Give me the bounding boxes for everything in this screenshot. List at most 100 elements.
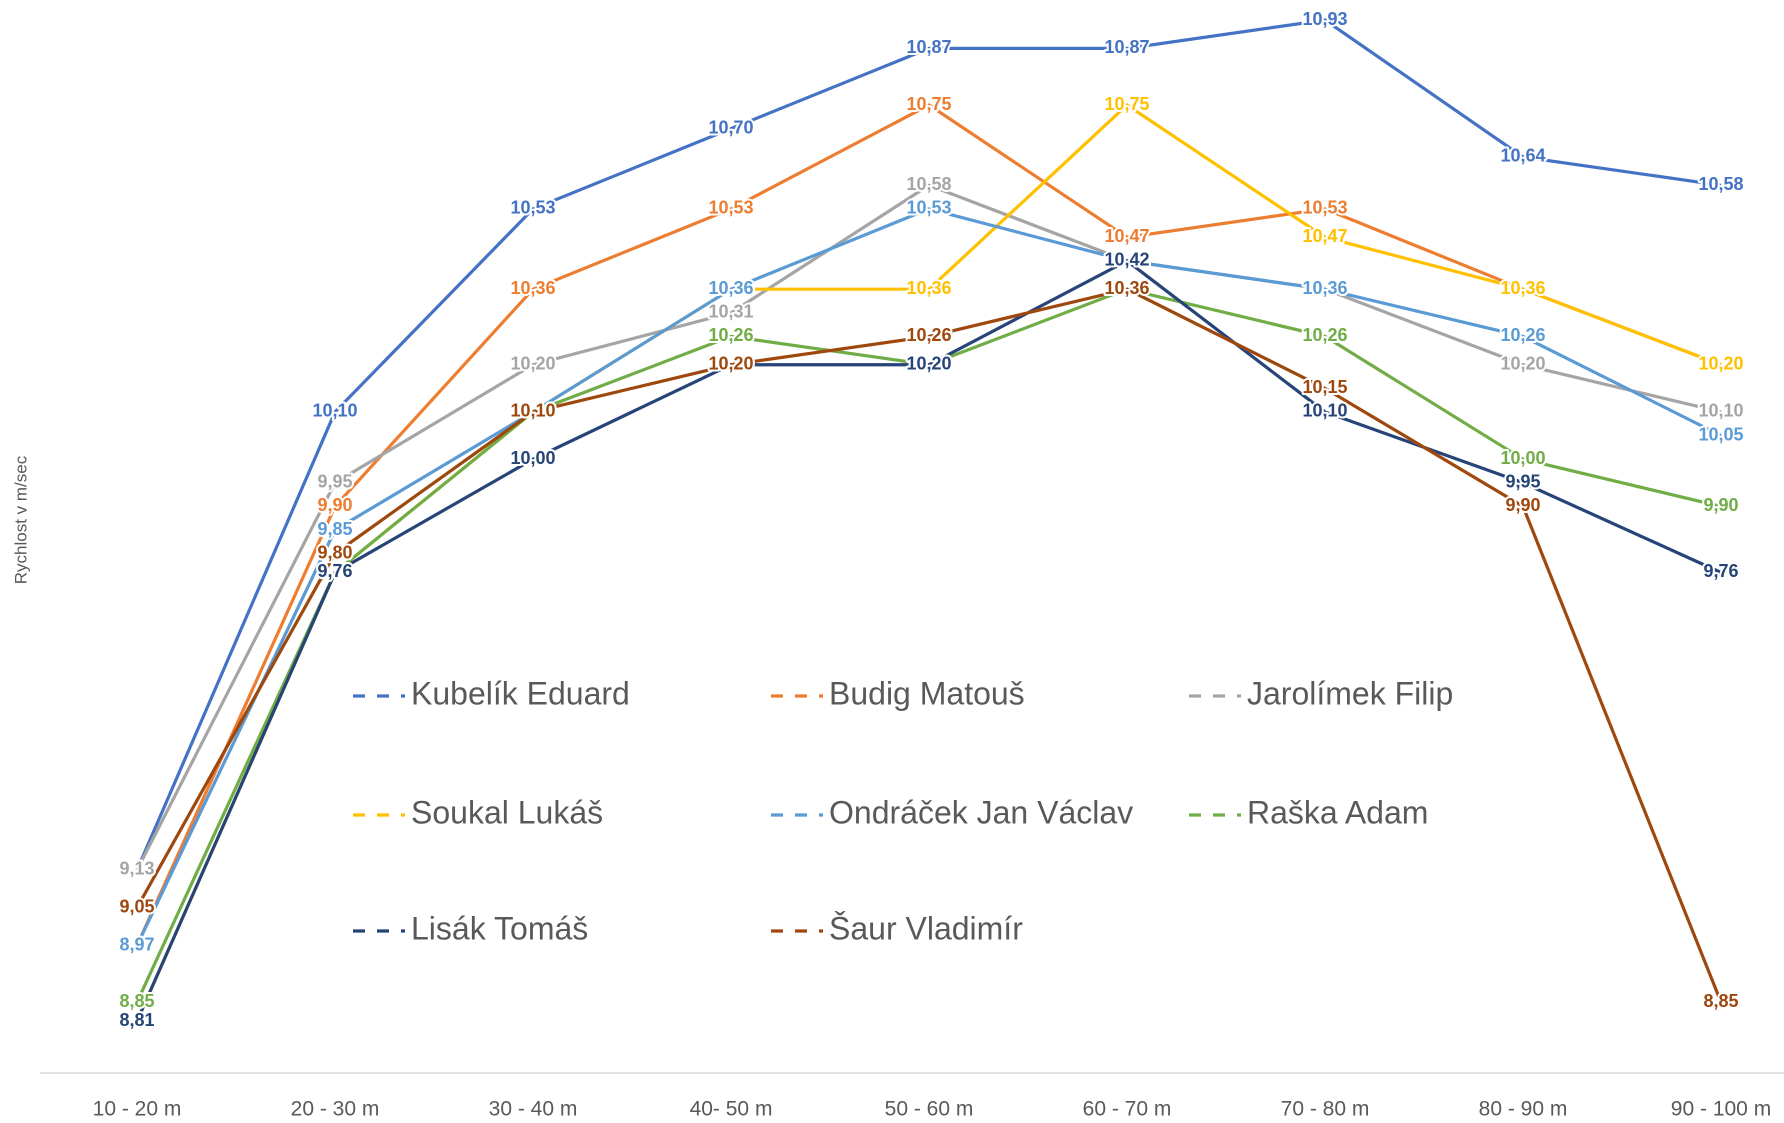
data-label: 10,53 <box>510 198 555 218</box>
data-label: 10,26 <box>1302 325 1347 345</box>
x-tick-label: 40- 50 m <box>690 1098 773 1121</box>
legend-label: Šaur Vladimír <box>829 910 1023 946</box>
data-label: 8,85 <box>1703 991 1738 1011</box>
data-label: 9,90 <box>1703 495 1738 515</box>
data-label: 9,76 <box>317 561 352 581</box>
y-axis-label: Rychlost v m/sec <box>11 455 30 584</box>
data-label: 10,36 <box>510 278 555 298</box>
series-line <box>135 207 1722 947</box>
series-line <box>135 103 1722 1022</box>
legend-label: Kubelík Eduard <box>411 675 630 711</box>
data-label: 10,47 <box>1302 226 1347 246</box>
data-label: 10,36 <box>1302 278 1347 298</box>
data-label: 10,00 <box>510 448 555 468</box>
x-tick-label: 70 - 80 m <box>1281 1098 1370 1121</box>
data-label: 10,26 <box>708 325 753 345</box>
data-label: 10,20 <box>906 353 951 373</box>
data-label: 10,42 <box>1104 250 1149 270</box>
data-label: 10,36 <box>1104 278 1149 298</box>
data-label: 10,53 <box>906 198 951 218</box>
data-label: 10,10 <box>510 401 555 421</box>
data-labels: 9,13 10,10 10,53 10,70 10,87 10,87 10,93 10,64 1… <box>117 7 1745 1032</box>
x-tick-label: 20 - 30 m <box>291 1098 380 1121</box>
data-label: 10,26 <box>906 325 951 345</box>
data-label: 10,36 <box>1500 278 1545 298</box>
data-label: 10,64 <box>1500 146 1545 166</box>
data-label: 10,20 <box>1698 353 1743 373</box>
data-label: 10,10 <box>1302 401 1347 421</box>
data-label: 10,58 <box>1698 174 1743 194</box>
data-label: 10,42 <box>1104 250 1149 270</box>
data-label: 9,90 <box>1505 495 1540 515</box>
legend-label: Soukal Lukáš <box>411 794 603 830</box>
data-label: 10,36 <box>1104 278 1149 298</box>
legend-label: Lisák Tomáš <box>411 910 588 946</box>
data-label: 10,20 <box>1698 353 1743 373</box>
data-label: 9,76 <box>1703 561 1738 581</box>
data-label: 10,47 <box>1104 226 1149 246</box>
legend-label: Raška Adam <box>1247 794 1428 830</box>
data-label: 10,36 <box>1500 278 1545 298</box>
legend-label: Budig Matouš <box>829 675 1025 711</box>
data-label: 8,81 <box>119 1010 154 1030</box>
data-label: 10,10 <box>1698 401 1743 421</box>
data-label: 10,36 <box>1302 278 1347 298</box>
data-label: 10,93 <box>1302 9 1347 29</box>
series-line <box>135 103 1722 947</box>
series-line <box>135 287 1723 1003</box>
series-line <box>135 18 1722 871</box>
series-line <box>135 183 1722 871</box>
data-label: 10,36 <box>708 278 753 298</box>
data-label: 10,05 <box>1698 424 1743 444</box>
data-label: 8,97 <box>119 934 154 954</box>
x-tick-label: 50 - 60 m <box>885 1098 974 1121</box>
data-label: 10,36 <box>906 278 951 298</box>
data-label: 10,42 <box>1104 250 1149 270</box>
data-label: 9,76 <box>317 561 352 581</box>
data-label: 9,80 <box>317 542 352 562</box>
data-label: 10,20 <box>510 353 555 373</box>
data-label: 10,53 <box>708 198 753 218</box>
data-label: 10,20 <box>1500 353 1545 373</box>
data-label: 9,95 <box>1505 472 1540 492</box>
data-label: 10,26 <box>1500 325 1545 345</box>
data-label: 9,13 <box>119 859 154 879</box>
data-label: 10,20 <box>708 353 753 373</box>
series-line <box>135 258 1722 1022</box>
data-label: 10,75 <box>906 94 951 114</box>
data-label: 10,87 <box>906 37 951 57</box>
data-label: 10,15 <box>1302 377 1347 397</box>
data-label: 10,70 <box>708 117 753 137</box>
data-label: 10,10 <box>510 401 555 421</box>
x-tick-label: 30 - 40 m <box>489 1098 578 1121</box>
x-tick-label: 10 - 20 m <box>93 1098 182 1121</box>
data-label: 8,81 <box>119 1010 154 1030</box>
data-label: 10,58 <box>906 174 951 194</box>
data-label: 10,10 <box>510 401 555 421</box>
data-label: 10,20 <box>708 353 753 373</box>
series-line <box>135 287 1722 1003</box>
data-label: 10,10 <box>312 401 357 421</box>
data-label: 9,85 <box>317 519 352 539</box>
data-label: 10,75 <box>1104 94 1149 114</box>
data-label: 9,13 <box>119 859 154 879</box>
legend-label: Jarolímek Filip <box>1247 675 1453 711</box>
legend-label: Ondráček Jan Václav <box>829 794 1133 830</box>
x-tick-label: 80 - 90 m <box>1479 1098 1568 1121</box>
data-label: 10,10 <box>510 401 555 421</box>
data-label: 9,95 <box>317 472 352 492</box>
data-label: 9,76 <box>317 561 352 581</box>
data-label: 8,85 <box>119 991 154 1011</box>
data-label: 10,31 <box>708 302 753 322</box>
data-label: 10,00 <box>1500 448 1545 468</box>
data-label: 10,20 <box>906 353 951 373</box>
data-label: 10,53 <box>1302 198 1347 218</box>
data-label: 8,97 <box>119 934 154 954</box>
data-label: 10,36 <box>708 278 753 298</box>
data-label: 9,90 <box>317 495 352 515</box>
data-label: 10,87 <box>1104 37 1149 57</box>
x-tick-label: 60 - 70 m <box>1083 1098 1172 1121</box>
x-tick-label: 90 - 100 m <box>1671 1098 1771 1121</box>
data-label: 9,05 <box>119 896 154 916</box>
